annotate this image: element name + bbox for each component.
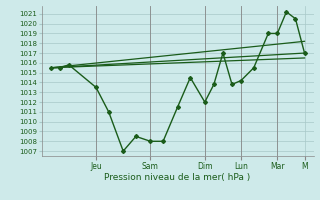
X-axis label: Pression niveau de la mer( hPa ): Pression niveau de la mer( hPa ) [104, 173, 251, 182]
